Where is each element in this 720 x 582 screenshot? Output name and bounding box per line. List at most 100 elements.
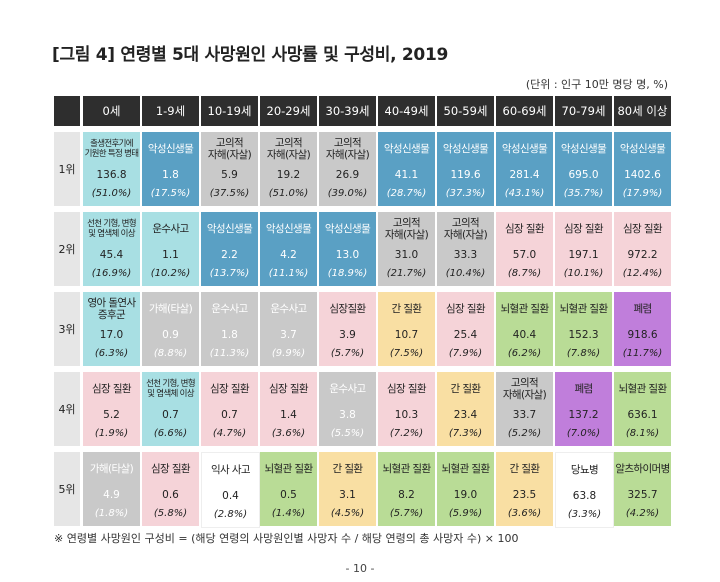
- cause-of-death-table: 0세 1-9세 10-19세 20-29세 30-39세 40-49세 50-59세 60-6…: [54, 96, 672, 528]
- composition-ratio: (39.0%): [327, 187, 368, 199]
- composition-ratio: (12.4%): [622, 267, 663, 279]
- composition-ratio: (10.1%): [563, 267, 604, 279]
- column-header: 0세: [83, 96, 140, 126]
- cause-cell: 뇌혈관 질환 40.4 (6.2%): [496, 292, 553, 366]
- death-rate: 281.4: [509, 169, 540, 181]
- composition-ratio: (7.8%): [566, 347, 601, 359]
- death-rate: 41.1: [394, 169, 419, 181]
- rank-label: 2위: [54, 212, 80, 286]
- death-rate: 152.3: [568, 329, 599, 341]
- composition-ratio: (37.5%): [209, 187, 250, 199]
- composition-ratio: (4.2%): [625, 507, 660, 519]
- composition-ratio: (3.3%): [567, 508, 602, 520]
- column-header: 20-29세: [260, 96, 317, 126]
- composition-ratio: (17.5%): [150, 187, 191, 199]
- composition-ratio: (6.2%): [507, 347, 542, 359]
- cause-cell: 당뇨병 63.8 (3.3%): [555, 452, 614, 528]
- cause-cell: 선천 기형, 변형 및 염색체 이상 0.7 (6.6%): [142, 372, 199, 446]
- cause-cell: 익사 사고 0.4 (2.8%): [201, 452, 260, 528]
- cause-name: 운수사고: [329, 383, 366, 395]
- cause-name: 심장 질환: [269, 383, 309, 395]
- composition-ratio: (37.3%): [445, 187, 486, 199]
- cause-name: 심장 질환: [505, 223, 545, 235]
- column-header: 40-49세: [378, 96, 435, 126]
- cause-cell: 심장 질환 25.4 (7.9%): [437, 292, 494, 366]
- cause-name: 가해(타살): [148, 303, 193, 315]
- composition-ratio: (4.5%): [330, 507, 365, 519]
- cause-cell: 운수사고 1.1 (10.2%): [142, 212, 199, 286]
- cause-name: 선천 기형, 변형 및 염색체 이상: [146, 379, 195, 399]
- cause-cell: 간 질환 23.4 (7.3%): [437, 372, 494, 446]
- death-rate: 17.0: [99, 329, 124, 341]
- cause-name: 간 질환: [332, 463, 364, 475]
- cause-cell: 폐렴 137.2 (7.0%): [555, 372, 612, 446]
- cause-cell: 선천 기형, 변형 및 염색체 이상 45.4 (16.9%): [83, 212, 140, 286]
- cause-name: 고의적 자해(자살): [502, 377, 547, 401]
- cause-name: 심장 질환: [210, 383, 250, 395]
- cause-cell: 간 질환 10.7 (7.5%): [378, 292, 435, 366]
- cause-name: 선천 기형, 변형 및 염색체 이상: [87, 219, 136, 239]
- cause-name: 간 질환: [391, 303, 423, 315]
- death-rate: 0.5: [280, 489, 297, 501]
- cause-name: 심장 질환: [92, 383, 132, 395]
- death-rate: 13.0: [335, 249, 360, 261]
- death-rate: 5.9: [221, 169, 238, 181]
- cause-cell: 심장 질환 197.1 (10.1%): [555, 212, 612, 286]
- cause-cell: 심장질환 3.9 (5.7%): [319, 292, 376, 366]
- death-rate: 1.1: [162, 249, 179, 261]
- cause-cell: 악성신생물 281.4 (43.1%): [496, 132, 553, 206]
- cause-cell: 간 질환 3.1 (4.5%): [319, 452, 376, 526]
- cause-name: 알츠하이머병: [615, 463, 670, 475]
- death-rate: 19.2: [276, 169, 301, 181]
- cause-name: 폐렴: [633, 303, 652, 315]
- composition-ratio: (51.0%): [91, 187, 132, 199]
- cause-cell: 가해(타살) 0.9 (8.8%): [142, 292, 199, 366]
- figure-title: [그림 4] 연령별 5대 사망원인 사망률 및 구성비, 2019: [52, 45, 448, 65]
- composition-ratio: (16.9%): [91, 267, 132, 279]
- cause-name: 뇌혈관 질환: [382, 463, 431, 475]
- cause-cell: 악성신생물 695.0 (35.7%): [555, 132, 612, 206]
- cause-name: 고의적 자해(자살): [443, 217, 488, 241]
- cause-cell: 심장 질환 57.0 (8.7%): [496, 212, 553, 286]
- death-rate: 636.1: [627, 409, 658, 421]
- cause-name: 고의적 자해(자살): [384, 217, 429, 241]
- death-rate: 3.7: [280, 329, 297, 341]
- death-rate: 3.8: [339, 409, 356, 421]
- composition-ratio: (5.2%): [507, 427, 542, 439]
- cause-cell: 악성신생물 41.1 (28.7%): [378, 132, 435, 206]
- death-rate: 119.6: [450, 169, 481, 181]
- cause-name: 익사 사고: [211, 464, 251, 476]
- rank-label: 5위: [54, 452, 80, 526]
- column-header: 30-39세: [319, 96, 376, 126]
- death-rate: 23.4: [453, 409, 478, 421]
- cause-cell: 심장 질환 5.2 (1.9%): [83, 372, 140, 446]
- cause-cell: 간 질환 23.5 (3.6%): [496, 452, 553, 526]
- death-rate: 10.7: [394, 329, 419, 341]
- death-rate: 972.2: [627, 249, 658, 261]
- composition-ratio: (13.7%): [209, 267, 250, 279]
- cause-cell: 고의적 자해(자살) 33.7 (5.2%): [496, 372, 553, 446]
- death-rate: 4.2: [280, 249, 297, 261]
- cause-name: 악성신생물: [560, 143, 607, 155]
- cause-cell: 악성신생물 119.6 (37.3%): [437, 132, 494, 206]
- cause-cell: 악성신생물 2.2 (13.7%): [201, 212, 258, 286]
- death-rate: 4.9: [103, 489, 120, 501]
- death-rate: 10.3: [394, 409, 419, 421]
- column-header: 1-9세: [142, 96, 199, 126]
- composition-ratio: (7.3%): [448, 427, 483, 439]
- cause-name: 고의적 자해(자살): [266, 137, 311, 161]
- cause-cell: 운수사고 3.8 (5.5%): [319, 372, 376, 446]
- composition-ratio: (11.3%): [209, 347, 250, 359]
- cause-cell: 폐렴 918.6 (11.7%): [614, 292, 671, 366]
- composition-ratio: (9.9%): [271, 347, 306, 359]
- composition-ratio: (51.0%): [268, 187, 309, 199]
- composition-ratio: (5.9%): [448, 507, 483, 519]
- cause-name: 가해(타살): [89, 463, 134, 475]
- cause-cell: 악성신생물 1.8 (17.5%): [142, 132, 199, 206]
- composition-ratio: (8.8%): [153, 347, 188, 359]
- death-rate: 8.2: [398, 489, 415, 501]
- column-header: 50-59세: [437, 96, 494, 126]
- composition-ratio: (5.5%): [330, 427, 365, 439]
- composition-ratio: (5.8%): [153, 507, 188, 519]
- cause-name: 악성신생물: [206, 223, 253, 235]
